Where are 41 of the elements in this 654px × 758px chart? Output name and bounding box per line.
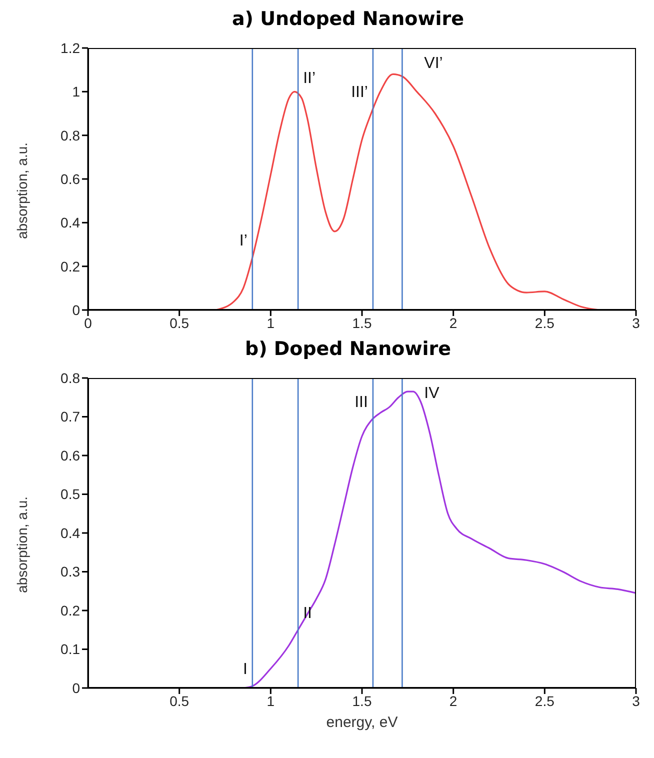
y-tick-label: 0.8	[60, 370, 80, 386]
y-tick-label: 0.2	[60, 258, 80, 274]
x-tick-label: 3	[632, 692, 640, 709]
x-tick-label: 0.5	[170, 314, 190, 331]
x-axis-title: energy, eV	[325, 714, 399, 731]
y-tick-label: 0.6	[60, 170, 80, 187]
y-tick-label: 0	[72, 302, 80, 318]
x-tick-label: 2.5	[534, 314, 555, 331]
y-tick-label: 1.2	[60, 40, 80, 56]
x-tick-label: 2	[449, 314, 458, 331]
y-tick-label: 0.8	[60, 127, 80, 144]
y-tick-label: 0	[72, 680, 80, 696]
ref-line-label: II’	[303, 70, 316, 87]
y-tick-label: 0.6	[60, 447, 80, 464]
x-tick-label: 1	[266, 692, 275, 709]
x-tick-label: 1.5	[352, 692, 372, 709]
x-tick-label: 0.5	[170, 692, 190, 709]
ref-line-label: VI’	[424, 55, 443, 72]
chart-title: a) Undoped Nanowire	[230, 8, 466, 32]
y-tick-label: 0.3	[60, 564, 80, 580]
y-tick-label: 1	[72, 84, 80, 100]
ref-line-label: III	[354, 394, 368, 412]
y-tick-label: 0.2	[60, 602, 80, 618]
x-tick-label: 1.5	[352, 314, 372, 331]
ref-line-label: III’	[351, 84, 368, 102]
y-tick-label: 0.1	[60, 641, 80, 658]
y-tick-label: 0.4	[60, 524, 80, 541]
x-tick-label: 2	[449, 692, 458, 709]
y-axis-title: absorption, a.u.	[14, 496, 30, 593]
x-tick-label: 3	[632, 314, 640, 331]
y-tick-label: 0.7	[60, 408, 80, 425]
chart-title: b) Doped Nanowire	[244, 338, 452, 362]
ref-line-label: IV	[424, 385, 440, 402]
y-tick-label: 0.4	[60, 214, 80, 231]
y-axis-title: absorption, a.u.	[14, 142, 30, 239]
y-tick-label: 0.5	[60, 486, 80, 502]
x-tick-label: 2.5	[534, 692, 555, 709]
x-tick-label: 1	[266, 314, 275, 331]
ref-line-label: I	[242, 661, 248, 678]
x-tick-label: 0	[84, 314, 92, 331]
ref-line-label: I’	[239, 232, 248, 250]
